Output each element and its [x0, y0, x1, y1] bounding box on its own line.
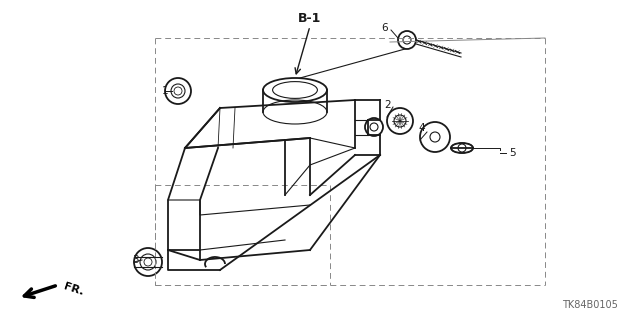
Text: 5: 5 — [509, 148, 515, 158]
Text: 4: 4 — [419, 123, 426, 133]
Text: 3: 3 — [132, 255, 138, 265]
Text: 2: 2 — [385, 100, 391, 110]
Text: FR.: FR. — [62, 281, 84, 297]
Text: TK84B0105: TK84B0105 — [562, 300, 618, 310]
Text: 1: 1 — [162, 86, 168, 96]
Text: 6: 6 — [381, 23, 388, 33]
Text: B-1: B-1 — [298, 11, 322, 25]
